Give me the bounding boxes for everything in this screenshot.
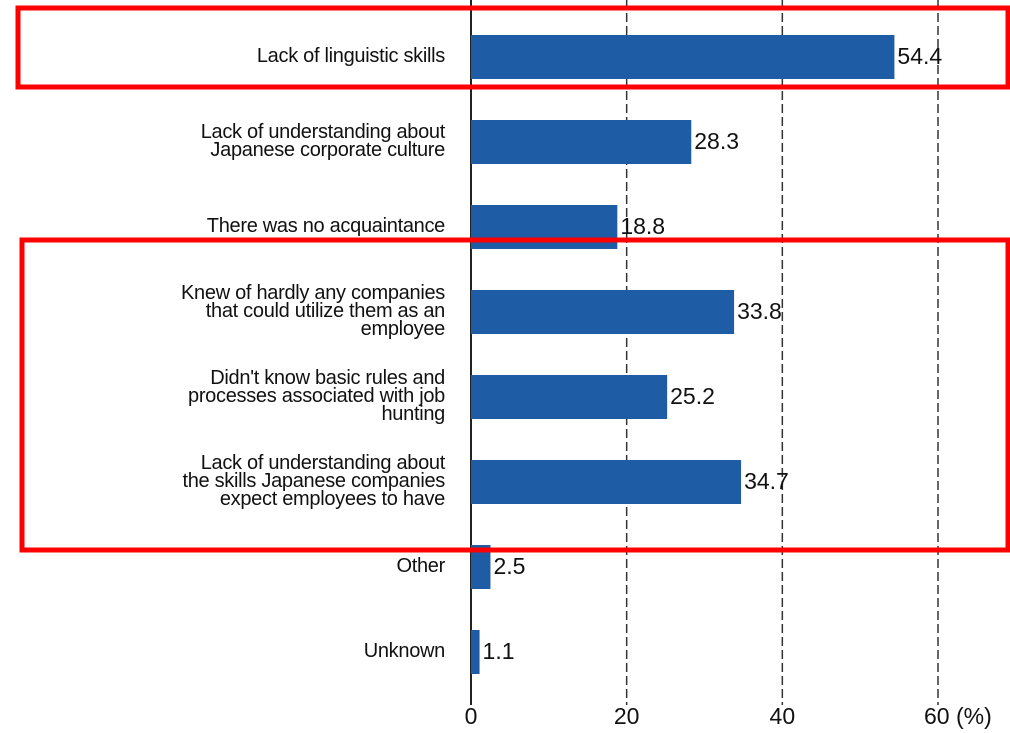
category-label: Lack of understanding about Japanese cor… [200, 121, 446, 161]
data-label: 2.5 [493, 553, 525, 579]
category-label: Didn't know basic rules and processes as… [188, 367, 445, 425]
bar [471, 630, 480, 674]
bar [471, 375, 668, 419]
bar [471, 205, 618, 249]
data-label: 33.8 [737, 298, 782, 324]
x-tick-label: 40 [770, 703, 796, 729]
data-label: 1.1 [483, 638, 515, 664]
bar [471, 290, 735, 334]
category-label: Unknown [363, 640, 446, 662]
category-label: There was no acquaintance [206, 215, 446, 237]
data-label: 54.4 [897, 43, 942, 69]
x-tick-label: 0 [465, 703, 478, 729]
bar [471, 120, 692, 164]
category-label: Knew of hardly any companies that could … [181, 282, 445, 340]
bar [471, 35, 895, 79]
data-label: 28.3 [694, 128, 739, 154]
bar [471, 545, 491, 589]
data-label: 34.7 [744, 468, 789, 494]
bar [471, 460, 742, 504]
data-label: 25.2 [670, 383, 715, 409]
category-label: Lack of understanding about the skills J… [182, 452, 445, 510]
x-tick-label: 60 (%) [924, 703, 992, 729]
data-label: 18.8 [620, 213, 665, 239]
category-label: Other [396, 555, 445, 577]
x-tick-label: 20 [614, 703, 640, 729]
category-label: Lack of linguistic skills [256, 45, 445, 67]
